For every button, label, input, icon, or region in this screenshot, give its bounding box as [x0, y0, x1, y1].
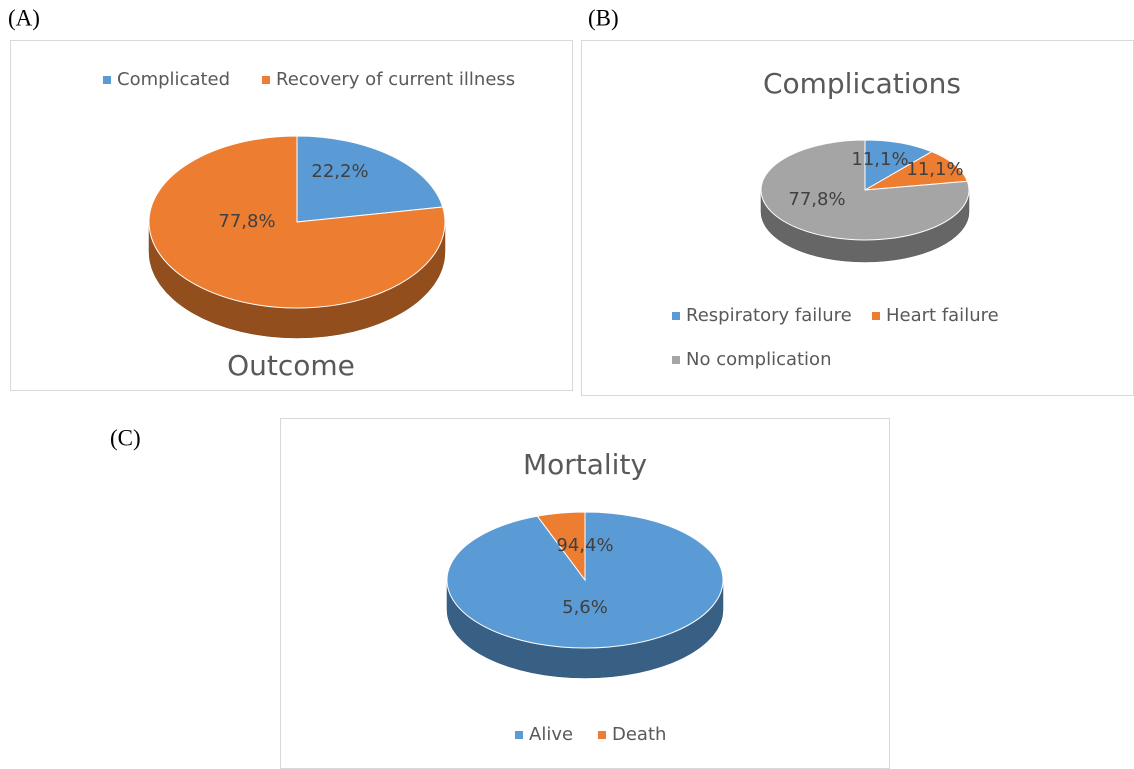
legend-swatch: [598, 731, 606, 739]
pie-slice: [864, 139, 933, 191]
legend-label: Recovery of current illness: [276, 69, 515, 90]
legend-label: No complication: [686, 349, 831, 370]
legend-swatch: [103, 76, 111, 84]
pie-slice: [864, 151, 969, 191]
legend-label: Alive: [529, 724, 573, 745]
legend-swatch: [515, 731, 523, 739]
legend-label: Heart failure: [886, 305, 999, 326]
legend-swatch: [672, 356, 680, 364]
pie-slice: [760, 139, 970, 241]
data-label: 11,1%: [906, 159, 963, 180]
legend-label: Complicated: [117, 69, 230, 90]
pie-slice: [148, 135, 446, 309]
pie-slice: [536, 511, 586, 582]
legend-swatch: [262, 76, 270, 84]
chart-frame: [10, 40, 573, 391]
legend-swatch: [872, 312, 880, 320]
data-label: 5,6%: [562, 597, 608, 618]
chart-title: Mortality: [523, 448, 647, 481]
legend-label: Respiratory failure: [686, 305, 852, 326]
panel-label: (C): [110, 425, 141, 450]
panel-label: (A): [8, 5, 40, 30]
legend-swatch: [672, 312, 680, 320]
panel-label: (B): [588, 5, 619, 30]
data-label: 22,2%: [311, 161, 368, 182]
chart-title: Outcome: [227, 349, 355, 382]
legend-label: Death: [612, 724, 666, 745]
pie-slice: [296, 135, 444, 223]
data-label: 94,4%: [556, 535, 613, 556]
data-label: 11,1%: [851, 149, 908, 170]
data-label: 77,8%: [218, 211, 275, 232]
chart-title: Complications: [763, 67, 961, 100]
data-label: 77,8%: [788, 189, 845, 210]
